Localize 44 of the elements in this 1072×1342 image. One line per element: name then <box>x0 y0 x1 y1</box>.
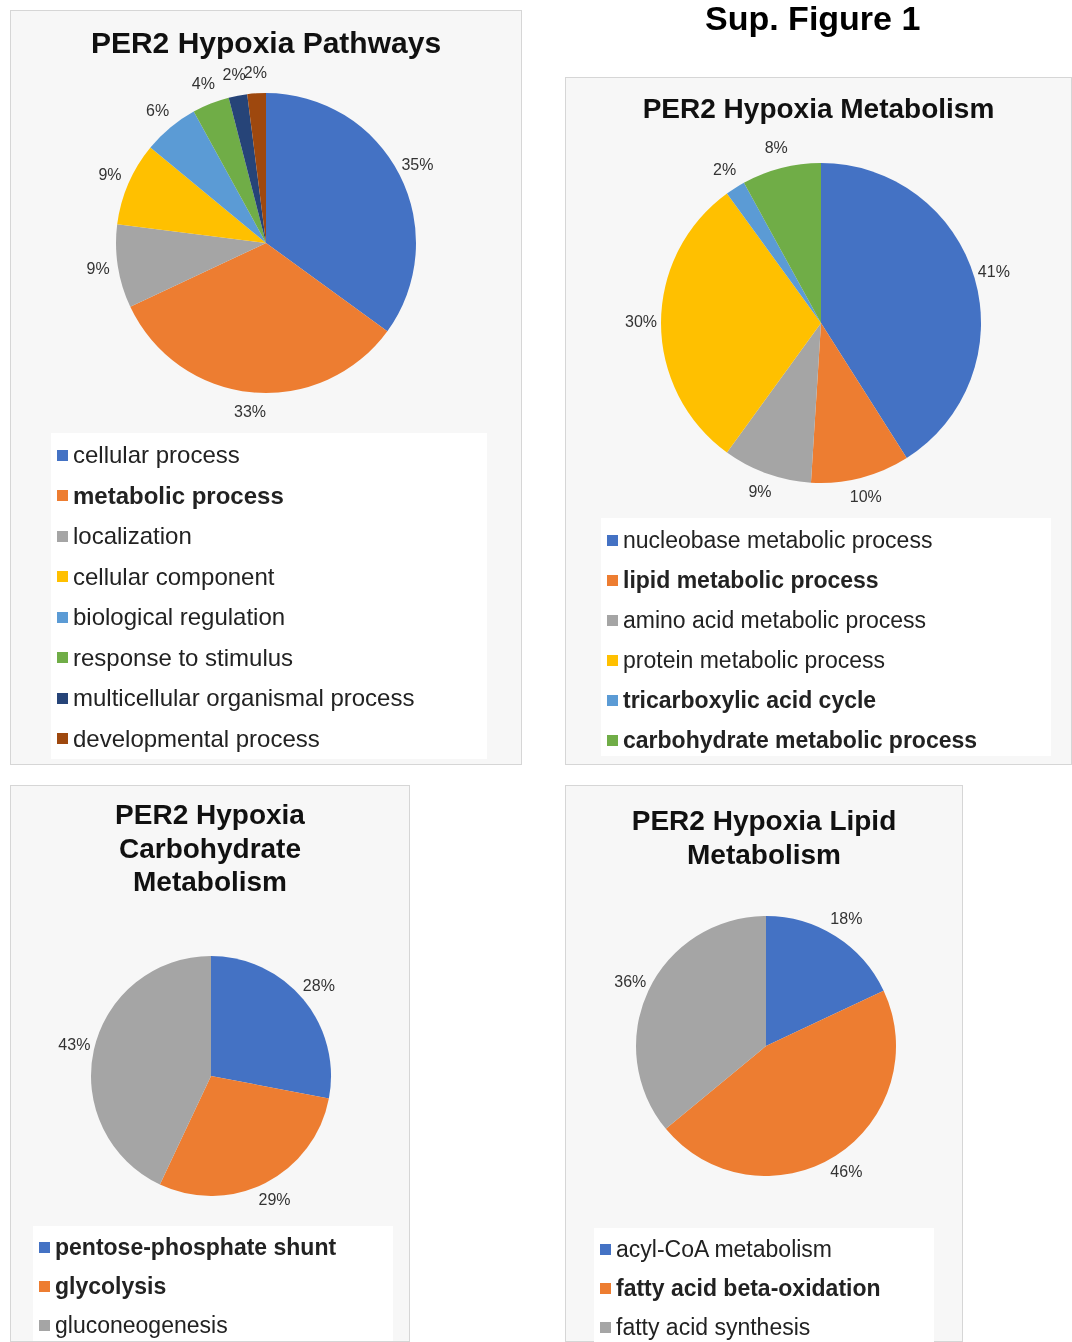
legend-label: metabolic process <box>73 481 284 510</box>
text: PER2 Hypoxia Metabolism <box>641 92 996 126</box>
chart-title: PER2 Hypoxia Carbohydrate Metabolism <box>114 798 306 899</box>
legend-label: acyl-CoA metabolism <box>616 1236 833 1263</box>
data-label: 30% <box>624 313 658 331</box>
text: PER2 Hypoxia Pathways <box>89 25 443 61</box>
legend-label: cellular process <box>73 441 240 470</box>
data-label: 41% <box>977 263 1010 281</box>
legend-label: multicellular organismal process <box>73 684 415 713</box>
data-label: 9% <box>98 165 122 183</box>
legend-label: developmental process <box>73 724 320 753</box>
data-label: 9% <box>748 482 772 500</box>
legend-label: fatty acid beta-oxidation <box>616 1275 881 1302</box>
legend-label: biological regulation <box>73 603 286 632</box>
data-label: 10% <box>849 487 882 505</box>
legend-label: localization <box>73 522 192 551</box>
data-label: 35% <box>401 156 434 174</box>
legend-label: tricarboxylic acid cycle <box>623 686 877 714</box>
data-label: 46% <box>830 1163 863 1181</box>
data-label: 2% <box>712 161 737 179</box>
text: Sup. Figure 1 <box>705 0 921 38</box>
data-label: 33% <box>233 402 267 420</box>
data-label: 9% <box>86 260 110 277</box>
legend-label: protein metabolic process <box>623 646 886 674</box>
legend-label: glycolysis <box>55 1273 167 1300</box>
legend-label: response to stimulus <box>73 643 294 672</box>
legend-label: nucleobase metabolic process <box>623 526 933 554</box>
data-label: 29% <box>258 1191 291 1209</box>
data-label: 28% <box>302 977 335 995</box>
legend-label: fatty acid synthesis <box>616 1314 811 1341</box>
legend-label: cellular component <box>73 562 275 591</box>
chart-title: PER2 Hypoxia Lipid Metabolism <box>630 804 898 872</box>
data-label: 2% <box>222 66 246 84</box>
data-label: 8% <box>764 139 788 157</box>
legend-label: amino acid metabolic process <box>623 606 926 634</box>
data-label: 43% <box>58 1035 91 1053</box>
data-label: 18% <box>830 909 863 927</box>
legend-label: lipid metabolic process <box>623 566 879 594</box>
legend-label: gluconeogenesis <box>55 1312 228 1339</box>
data-label: 6% <box>146 102 170 120</box>
legend-label: carbohydrate metabolic process <box>623 726 978 754</box>
legend-label: pentose-phosphate shunt <box>55 1234 337 1261</box>
data-label: 36% <box>614 972 647 990</box>
data-label: 4% <box>191 75 215 93</box>
